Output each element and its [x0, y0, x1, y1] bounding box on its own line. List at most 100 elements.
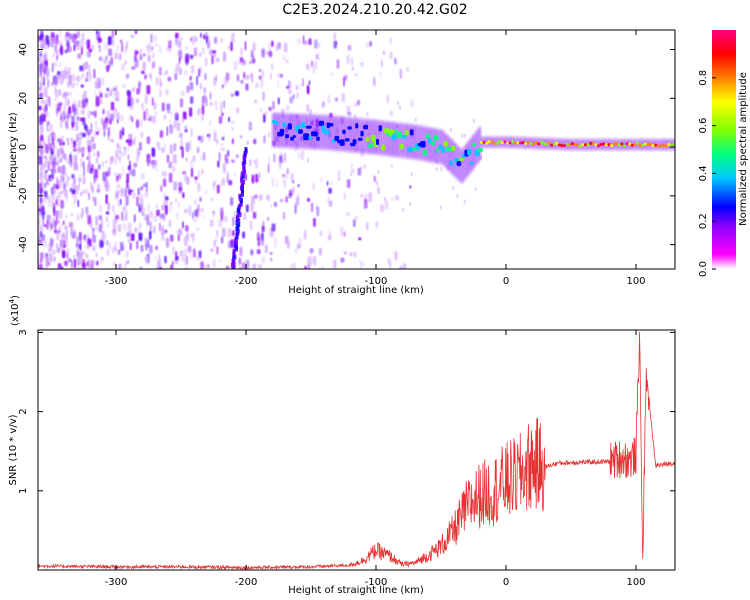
- spectrogram-noise-cell: [101, 161, 105, 167]
- spectrogram-track-cell: [503, 140, 507, 144]
- spectrogram-noise-cell: [220, 38, 223, 43]
- spectrogram-noise-cell: [38, 135, 41, 145]
- spectrogram-noise-cell: [151, 97, 154, 106]
- spectrogram-noise-cell: [222, 177, 225, 186]
- spectrogram-noise-cell: [333, 259, 337, 268]
- spectrogram-track-cell: [630, 143, 634, 147]
- spectrogram-noise-cell: [271, 40, 274, 47]
- spectrogram-noise-cell: [112, 218, 116, 226]
- spectrogram-noise-cell: [129, 242, 132, 251]
- spectrogram-noise-cell: [134, 30, 138, 34]
- spectrogram-noise-cell: [121, 63, 125, 71]
- spectrogram-noise-cell: [365, 222, 369, 231]
- spectrogram-noise-cell: [197, 108, 200, 116]
- spectrogram-track-halo: [465, 143, 468, 178]
- spectrogram-noise-cell: [310, 202, 314, 212]
- spectrogram-track-halo: [353, 118, 357, 153]
- spectrogram-noise-cell: [51, 161, 56, 171]
- spectrogram-noise-cell: [252, 42, 256, 51]
- spectrogram-noise-cell: [311, 60, 313, 68]
- spectrogram-track-cell: [500, 141, 504, 145]
- spectrogram-noise-cell: [70, 259, 73, 269]
- spectrogram-track-halo: [277, 113, 281, 148]
- spectrogram-noise-cell: [218, 219, 222, 228]
- spectrogram-noise-cell: [299, 83, 302, 91]
- spectrogram-noise-cell: [55, 45, 57, 54]
- spectrogram-track-halo: [486, 136, 490, 148]
- spectrogram-noise-cell: [351, 67, 355, 71]
- spectrogram-noise-cell: [209, 119, 211, 126]
- spectrogram-noise-cell: [38, 55, 42, 60]
- spectrogram-noise-cell: [224, 54, 227, 60]
- spectrogram-noise-cell: [220, 101, 223, 112]
- spectrogram-track-cell: [495, 141, 499, 145]
- spectrogram-noise-cell: [48, 195, 51, 203]
- spectrogram-track-cell: [360, 130, 364, 137]
- spectrogram-noise-cell: [80, 46, 83, 55]
- spectrogram-noise-cell: [215, 74, 218, 82]
- spectrogram-noise-cell: [146, 136, 151, 145]
- spectrogram-noise-cell: [216, 184, 220, 194]
- spectrogram-noise-cell: [55, 184, 60, 190]
- spectrogram-track-halo: [451, 140, 454, 175]
- spectrogram-noise-cell: [277, 42, 282, 50]
- spectrogram-noise-cell: [96, 260, 99, 266]
- spectrogram-noise-cell: [58, 89, 62, 97]
- spectrogram-track-cell: [612, 142, 616, 146]
- spectrogram-noise-cell: [76, 116, 80, 121]
- spectrogram-noise-cell: [69, 46, 73, 53]
- spectrogram-noise-cell: [228, 180, 233, 186]
- spectrogram-noise-cell: [456, 193, 459, 198]
- spectrogram-noise-cell: [77, 199, 80, 208]
- spectrogram-noise-cell: [81, 38, 85, 48]
- spectrogram-track-cell: [285, 133, 290, 139]
- spectrogram-noise-cell: [185, 176, 190, 185]
- spectrogram-noise-cell: [66, 126, 70, 130]
- spectrogram-noise-cell: [288, 192, 292, 199]
- spectrogram-noise-cell: [250, 73, 253, 79]
- snr-series-line: [38, 331, 675, 570]
- spectrogram-noise-cell: [183, 69, 188, 76]
- spectrogram-track-cell: [516, 141, 520, 145]
- spectrogram-track-cell: [303, 133, 310, 141]
- spectrogram-noise-cell: [103, 58, 107, 64]
- spectrogram-noise-cell: [103, 178, 108, 188]
- colorbar-gradient: [712, 30, 736, 269]
- spectrogram-noise-cell: [134, 229, 137, 234]
- spectrogram-noise-cell: [61, 70, 65, 80]
- spectrogram-noise-cell: [92, 153, 97, 157]
- spectrogram-noise-cell: [255, 83, 259, 88]
- spectrogram-track-cell: [454, 158, 460, 162]
- spectrogram-noise-cell: [160, 185, 163, 192]
- spectrogram-noise-cell: [337, 176, 340, 181]
- spectrogram-noise-cell: [75, 266, 79, 269]
- spectrogram-noise-cell: [87, 153, 91, 162]
- spectrogram-noise-cell: [59, 181, 62, 189]
- spectrogram-noise-cell: [64, 153, 67, 161]
- spectrogram-noise-cell: [343, 231, 346, 237]
- spectrogram-track-cell: [441, 147, 445, 154]
- spectrogram-noise-cell: [172, 246, 175, 255]
- spectrogram-noise-cell: [74, 121, 79, 132]
- spectrogram-noise-cell: [174, 73, 178, 81]
- spectrogram-noise-cell: [211, 54, 214, 65]
- spectrogram-noise-cell: [73, 45, 76, 52]
- spectrogram-track-halo: [394, 122, 398, 157]
- snr-y-tick-label: 3: [18, 329, 29, 335]
- spectrogram-noise-cell: [38, 105, 42, 111]
- spectrogram-noise-cell: [263, 113, 266, 123]
- spectrogram-noise-cell: [218, 116, 223, 124]
- spectrogram-noise-cell: [221, 112, 224, 117]
- spectrogram-noise-cell: [39, 165, 42, 174]
- spectrogram-noise-cell: [230, 239, 234, 248]
- spectrogram-noise-cell: [248, 121, 252, 131]
- spectrogram-noise-cell: [79, 232, 82, 242]
- spectrogram-streak-cell: [237, 203, 241, 209]
- spectrogram-streak-cell: [240, 171, 244, 177]
- spectrogram-noise-cell: [49, 238, 54, 247]
- spectrogram-noise-cell: [251, 196, 256, 204]
- spectrogram-noise-cell: [189, 37, 193, 42]
- spectrogram-noise-cell: [261, 256, 266, 263]
- spectrogram-noise-cell: [115, 97, 120, 102]
- spectrogram-noise-cell: [68, 106, 71, 114]
